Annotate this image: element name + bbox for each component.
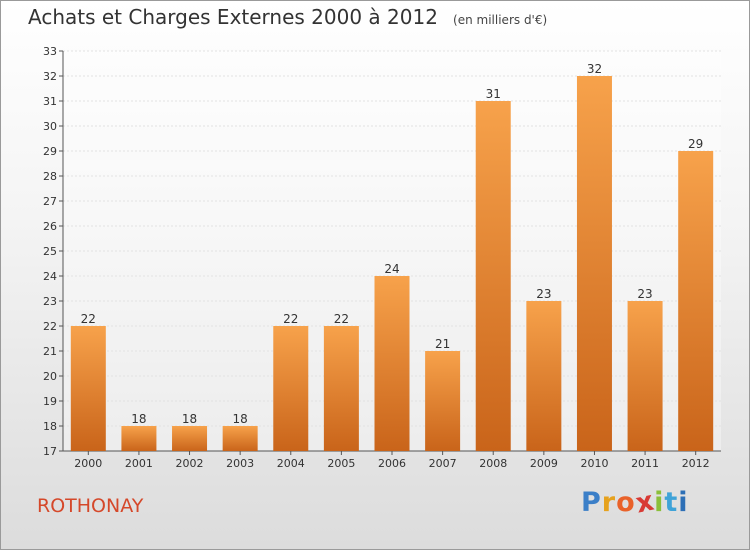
y-tick-label: 29 <box>43 145 57 158</box>
bar-value-label: 21 <box>435 337 450 351</box>
bar <box>323 326 359 451</box>
logo-letter: i <box>654 487 665 518</box>
label-layer: 17 18 19 20 21 22 23 24 25 26 27 28 29 30 31 32 33 22 2000… <box>43 45 710 470</box>
logo-letter: t <box>664 487 679 518</box>
x-tick-label: 2009 <box>530 457 558 470</box>
x-tick-label: 2008 <box>479 457 507 470</box>
chart-title: Achats et Charges Externes 2000 à 2012 (… <box>28 5 547 29</box>
bar-value-label: 31 <box>486 87 501 101</box>
bar <box>576 76 612 451</box>
proxiti-logo[interactable]: Proxiti <box>581 485 689 519</box>
bar <box>222 426 258 451</box>
y-tick-label: 30 <box>43 120 57 133</box>
x-tick-label: 2002 <box>176 457 204 470</box>
y-tick-label: 25 <box>43 245 57 258</box>
bar <box>425 351 461 451</box>
x-tick-label: 2007 <box>429 457 457 470</box>
x-tick-label: 2004 <box>277 457 305 470</box>
bar-value-label: 24 <box>384 262 399 276</box>
x-tick-label: 2005 <box>327 457 355 470</box>
bar <box>678 151 714 451</box>
y-tick-label: 19 <box>43 395 57 408</box>
bar <box>172 426 208 451</box>
bar <box>475 101 511 451</box>
y-tick-label: 33 <box>43 45 57 58</box>
bar <box>627 301 663 451</box>
y-tick-label: 28 <box>43 170 57 183</box>
y-tick-label: 22 <box>43 320 57 333</box>
y-tick-label: 20 <box>43 370 57 383</box>
y-tick-label: 27 <box>43 195 57 208</box>
bar-value-label: 29 <box>688 137 703 151</box>
y-tick-label: 17 <box>43 445 57 458</box>
x-tick-label: 2006 <box>378 457 406 470</box>
bar-value-label: 22 <box>334 312 349 326</box>
bar <box>273 326 309 451</box>
bar-value-label: 18 <box>182 412 197 426</box>
bar <box>526 301 562 451</box>
logo-letter: i <box>678 487 689 518</box>
logo-letter: o <box>616 487 636 518</box>
x-tick-label: 2001 <box>125 457 153 470</box>
y-tick-label: 24 <box>43 270 57 283</box>
y-tick-label: 32 <box>43 70 57 83</box>
bar-value-label: 32 <box>587 62 602 76</box>
logo-letter: P <box>581 487 602 518</box>
chart-title-text: Achats et Charges Externes 2000 à 2012 <box>28 5 438 29</box>
y-tick-label: 31 <box>43 95 57 108</box>
x-tick-label: 2011 <box>631 457 659 470</box>
location-label: ROTHONAY <box>37 495 144 517</box>
x-tick-label: 2012 <box>682 457 710 470</box>
y-tick-label: 18 <box>43 420 57 433</box>
bar-value-label: 18 <box>233 412 248 426</box>
y-tick-label: 21 <box>43 345 57 358</box>
y-tick-label: 23 <box>43 295 57 308</box>
bar-layer <box>70 76 714 451</box>
bar-value-label: 22 <box>81 312 96 326</box>
logo-letter: r <box>601 487 617 518</box>
y-tick-label: 26 <box>43 220 57 233</box>
bar <box>121 426 157 451</box>
bar-value-label: 22 <box>283 312 298 326</box>
bar-value-label: 23 <box>637 287 652 301</box>
chart-unit-text: (en milliers d'€) <box>453 13 548 27</box>
bar-value-label: 18 <box>131 412 146 426</box>
bar <box>374 276 410 451</box>
bar <box>70 326 106 451</box>
x-tick-label: 2003 <box>226 457 254 470</box>
x-tick-label: 2010 <box>580 457 608 470</box>
x-tick-label: 2000 <box>74 457 102 470</box>
bar-value-label: 23 <box>536 287 551 301</box>
